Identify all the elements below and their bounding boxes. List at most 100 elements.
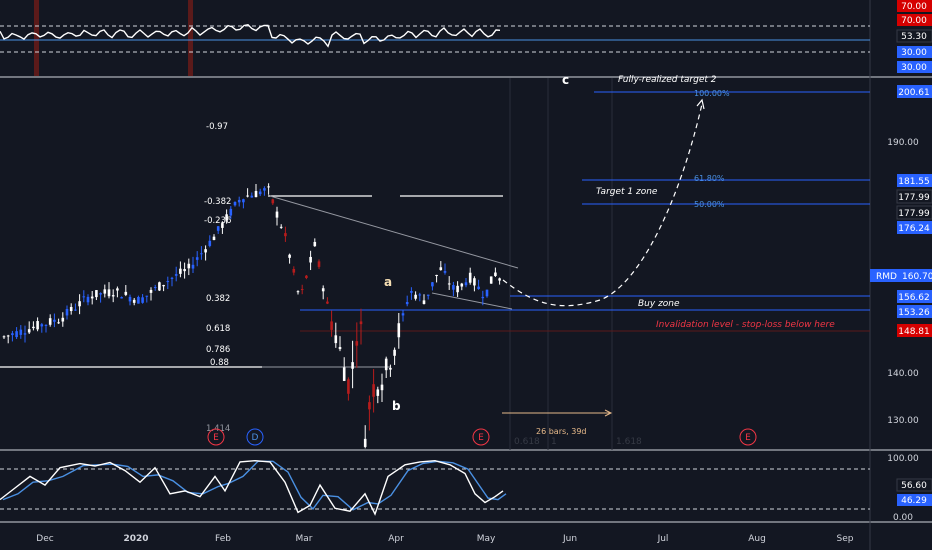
candle-body xyxy=(380,384,384,391)
vertical-grid xyxy=(509,78,613,450)
candle-body xyxy=(233,201,237,206)
rsi-highlight-band xyxy=(34,0,39,76)
candle-body xyxy=(78,301,81,307)
fib-label: 0.382 xyxy=(206,294,230,304)
time-label: May xyxy=(477,534,496,544)
candle-body xyxy=(401,313,405,316)
candle-body xyxy=(414,294,417,299)
stoch-badge-bg xyxy=(896,478,932,492)
candle-body xyxy=(431,282,434,287)
price-badge: 177.99 xyxy=(898,209,930,219)
stoch-badge-bg xyxy=(897,494,932,506)
rsi-badge: 30.00 xyxy=(901,63,927,73)
time-label: Dec xyxy=(36,534,53,544)
event-marker-label: E xyxy=(478,433,484,443)
candle-body xyxy=(137,296,140,304)
price-tick: 190.00 xyxy=(887,138,919,148)
candle-body xyxy=(15,331,18,338)
candle-body xyxy=(141,297,144,303)
rsi-badge: 70.00 xyxy=(901,16,927,26)
price-badge: 148.81 xyxy=(898,327,930,337)
candle-body xyxy=(443,271,447,273)
proj-0618-label: 0.618 xyxy=(514,437,540,447)
candle-body xyxy=(338,347,342,350)
candle-body xyxy=(187,263,191,269)
candle-body xyxy=(53,319,56,322)
candle-body xyxy=(368,402,371,410)
candle-body xyxy=(321,288,325,292)
rsi-axis-badges: 70.00 70.00 53.30 30.00 30.00 xyxy=(896,0,932,73)
candle-body xyxy=(284,233,287,237)
time-axis: Dec 2020 Feb Mar Apr May Jun Jul Aug Sep xyxy=(36,534,853,544)
candle-body xyxy=(288,254,291,258)
candle-body xyxy=(468,272,472,283)
price-badge: 153.26 xyxy=(898,308,930,318)
event-marker-earnings[interactable]: E xyxy=(472,428,490,446)
rsi-badge-bg xyxy=(897,61,932,73)
candle-body xyxy=(95,290,98,298)
time-label: Apr xyxy=(388,534,404,544)
ticker-label: RMD xyxy=(876,272,897,282)
candle-body xyxy=(162,285,165,287)
time-label: Sep xyxy=(837,534,854,544)
wave-labels: a b c xyxy=(384,73,569,413)
candle-body xyxy=(452,285,455,290)
last-price-label: 160.70 xyxy=(902,272,932,282)
candle-body xyxy=(124,291,128,295)
wave-label-c: c xyxy=(562,73,569,87)
candle-body xyxy=(300,289,304,291)
candle-body xyxy=(191,264,195,269)
candle-body xyxy=(82,296,86,298)
price-badge: 181.55 xyxy=(898,177,930,187)
candle-body xyxy=(195,257,199,260)
candle-body xyxy=(464,282,468,286)
candle-body xyxy=(44,324,48,326)
candle-body xyxy=(376,389,380,396)
event-marker-label: E xyxy=(745,433,751,443)
rsi-line xyxy=(0,23,501,48)
candle-body xyxy=(347,379,350,394)
candle-body xyxy=(23,333,27,335)
time-label: Aug xyxy=(748,534,766,544)
candle-body xyxy=(32,326,35,329)
rsi-panel xyxy=(0,0,870,76)
wave-label-a: a xyxy=(384,275,392,289)
candle-body xyxy=(334,335,338,344)
candle-body xyxy=(330,321,333,330)
candle-body xyxy=(363,438,367,447)
event-marker-dividend[interactable]: D xyxy=(246,428,264,446)
candle-body xyxy=(237,199,241,203)
annotations: Fully-realized target 2 Target 1 zone Bu… xyxy=(514,75,835,447)
price-badge: 200.61 xyxy=(898,88,930,98)
candle-body xyxy=(422,300,426,304)
candle-body xyxy=(372,384,375,397)
price-badge-bg xyxy=(897,174,932,187)
wave-label-b: b xyxy=(392,399,401,413)
event-marker-earnings[interactable]: E xyxy=(207,428,225,446)
stoch-k-line xyxy=(0,459,504,516)
candle-body xyxy=(61,317,65,322)
candle-body xyxy=(158,282,161,291)
price-badge: 177.99 xyxy=(898,193,930,203)
stoch-badge: 46.29 xyxy=(901,496,927,506)
candle-body xyxy=(351,362,354,369)
rsi-badge-bg xyxy=(897,14,932,26)
candle-body xyxy=(405,302,409,305)
fib-label: 0.786 xyxy=(206,345,230,355)
price-tick: 130.00 xyxy=(887,416,919,426)
price-tick: 140.00 xyxy=(887,369,919,379)
price-badges: 200.61 181.55 177.99 177.99 176.24 RMD 1… xyxy=(870,85,932,337)
event-marker-earnings[interactable]: E xyxy=(739,428,757,446)
candle-body xyxy=(221,223,224,228)
pct-61-label: 61.80% xyxy=(694,174,725,183)
candle-body xyxy=(292,269,296,273)
candle-body xyxy=(384,358,388,371)
candle-body xyxy=(393,349,396,356)
price-badge-bg xyxy=(897,221,932,234)
candle-body xyxy=(40,324,44,327)
candle-body xyxy=(342,367,346,381)
price-badge: 156.62 xyxy=(898,293,930,303)
candle-body xyxy=(103,289,107,294)
candle-body xyxy=(6,335,10,337)
